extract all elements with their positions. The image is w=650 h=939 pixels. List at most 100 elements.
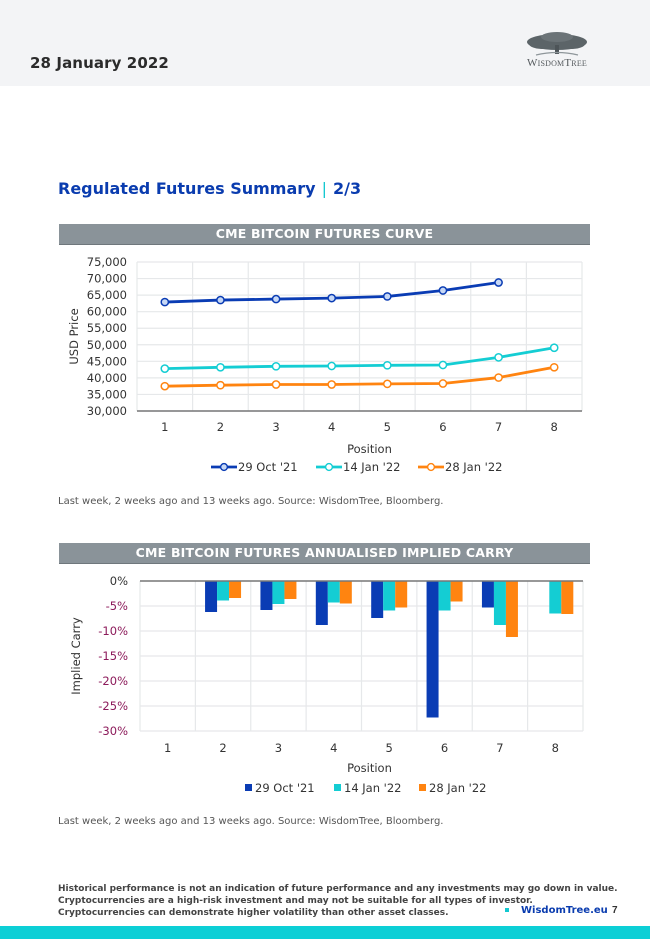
section-title-text: Regulated Futures Summary — [58, 179, 316, 198]
x-tick-label: 1 — [164, 741, 171, 755]
bar — [481, 581, 494, 608]
data-point — [327, 293, 337, 303]
bar — [426, 581, 439, 718]
y-axis-title: USD Price — [67, 308, 81, 364]
tree-icon — [527, 32, 587, 56]
bar — [272, 581, 285, 604]
legend-point-marker — [426, 462, 436, 472]
data-point — [438, 286, 448, 295]
data-point — [494, 353, 503, 362]
website-link-text[interactable]: WisdomTree.eu — [521, 905, 608, 916]
legend-square-marker — [419, 784, 426, 791]
legend-item: 28 Jan '22 — [419, 781, 486, 795]
data-point — [271, 361, 281, 371]
legend-point-marker — [219, 462, 229, 472]
bar — [315, 581, 328, 625]
legend-square-marker — [245, 784, 252, 791]
y-tick-label: 50,000 — [87, 338, 127, 352]
x-axis-title: Position — [347, 761, 392, 775]
futures-curve-chart: 30,000 35,000 40,000 45,000 50,000 55,000 60,0… — [67, 255, 583, 474]
section-title: Regulated Futures Summary | 2/3 — [58, 179, 361, 198]
bar — [327, 581, 340, 603]
data-point — [160, 297, 170, 307]
implied-carry-source-note: Last week, 2 weeks ago and 13 weeks ago.… — [58, 816, 444, 827]
data-point — [382, 292, 392, 301]
legend-item: 29 Oct '21 — [245, 781, 315, 795]
bar — [438, 581, 451, 611]
futures-curve-banner: CME BITCOIN FUTURES CURVE — [59, 224, 590, 245]
futures-curve-source-note: Last week, 2 weeks ago and 13 weeks ago.… — [58, 496, 444, 507]
data-point — [438, 360, 448, 370]
bar — [450, 581, 463, 602]
x-tick-label: 8 — [551, 420, 558, 434]
legend-label: 29 Oct '21 — [255, 781, 315, 795]
website-link[interactable]: WisdomTree.eu — [505, 905, 608, 916]
y-tick-label: -5% — [106, 599, 128, 613]
bar — [371, 581, 384, 618]
series-line — [164, 346, 555, 371]
data-point — [438, 379, 448, 388]
y-tick-label: -10% — [98, 624, 128, 638]
footer-accent-bar — [0, 926, 650, 939]
y-tick-label: 45,000 — [87, 354, 127, 368]
page-number: 7 — [612, 905, 618, 916]
x-tick-label: 4 — [330, 741, 337, 755]
data-point — [494, 278, 503, 287]
bar — [284, 581, 297, 599]
legend-square-marker — [334, 784, 341, 791]
legend-label: 28 Jan '22 — [429, 781, 486, 795]
implied-carry-chart: 0% -5% -10% -15% -20% -25% -30% 1 2 3 4 5 6 7 8 Positio… — [69, 574, 584, 795]
y-tick-label: 35,000 — [87, 387, 127, 401]
bar — [229, 581, 242, 598]
x-tick-label: 6 — [439, 420, 446, 434]
legend-item: 28 Jan '22 — [418, 460, 502, 474]
data-point — [216, 362, 225, 372]
data-point — [327, 361, 337, 371]
legend-label: 29 Oct '21 — [238, 460, 298, 474]
data-point — [494, 373, 503, 382]
bar — [395, 581, 408, 608]
legend-item: 14 Jan '22 — [334, 781, 401, 795]
implied-carry-banner: CME BITCOIN FUTURES ANNUALISED IMPLIED C… — [59, 543, 590, 564]
bullet-icon — [505, 908, 509, 912]
x-tick-label: 2 — [219, 741, 226, 755]
legend-label: 28 Jan '22 — [445, 460, 502, 474]
bar — [205, 581, 218, 612]
y-tick-label: 65,000 — [87, 288, 127, 302]
logo-wordmark: WisdomTree — [527, 57, 587, 69]
bar — [217, 581, 230, 601]
legend-label: 14 Jan '22 — [343, 460, 400, 474]
page-header: 28 January 2022 WisdomTree — [0, 0, 650, 86]
y-tick-label: -15% — [98, 649, 128, 663]
y-tick-label: -20% — [98, 674, 128, 688]
data-point — [216, 295, 225, 305]
y-tick-label: 30,000 — [87, 404, 127, 418]
report-date: 28 January 2022 — [30, 54, 169, 72]
data-point — [327, 380, 337, 389]
legend-item: 14 Jan '22 — [316, 460, 400, 474]
y-tick-label: 70,000 — [87, 272, 127, 286]
data-point — [160, 381, 170, 391]
y-tick-label: -25% — [98, 699, 128, 713]
x-tick-label: 1 — [161, 420, 168, 434]
data-point — [160, 364, 170, 373]
bar — [339, 581, 352, 604]
x-tick-label: 6 — [441, 741, 448, 755]
bar — [505, 581, 518, 637]
y-tick-label: 60,000 — [87, 305, 127, 319]
risk-disclaimer: Historical performance is not an indicat… — [58, 883, 618, 919]
data-point — [382, 379, 392, 389]
y-axis-title: Implied Carry — [69, 617, 83, 695]
x-tick-label: 7 — [495, 420, 502, 434]
bar — [549, 581, 562, 614]
wisdomtree-logo: WisdomTree — [508, 30, 606, 72]
data-point — [549, 362, 559, 372]
data-point — [549, 343, 559, 353]
bar — [493, 581, 506, 625]
bar — [561, 581, 574, 614]
x-axis-title: Position — [347, 442, 392, 456]
x-tick-label: 5 — [384, 420, 391, 434]
legend-label: 14 Jan '22 — [344, 781, 401, 795]
x-tick-label: 4 — [328, 420, 335, 434]
data-point — [216, 380, 225, 390]
